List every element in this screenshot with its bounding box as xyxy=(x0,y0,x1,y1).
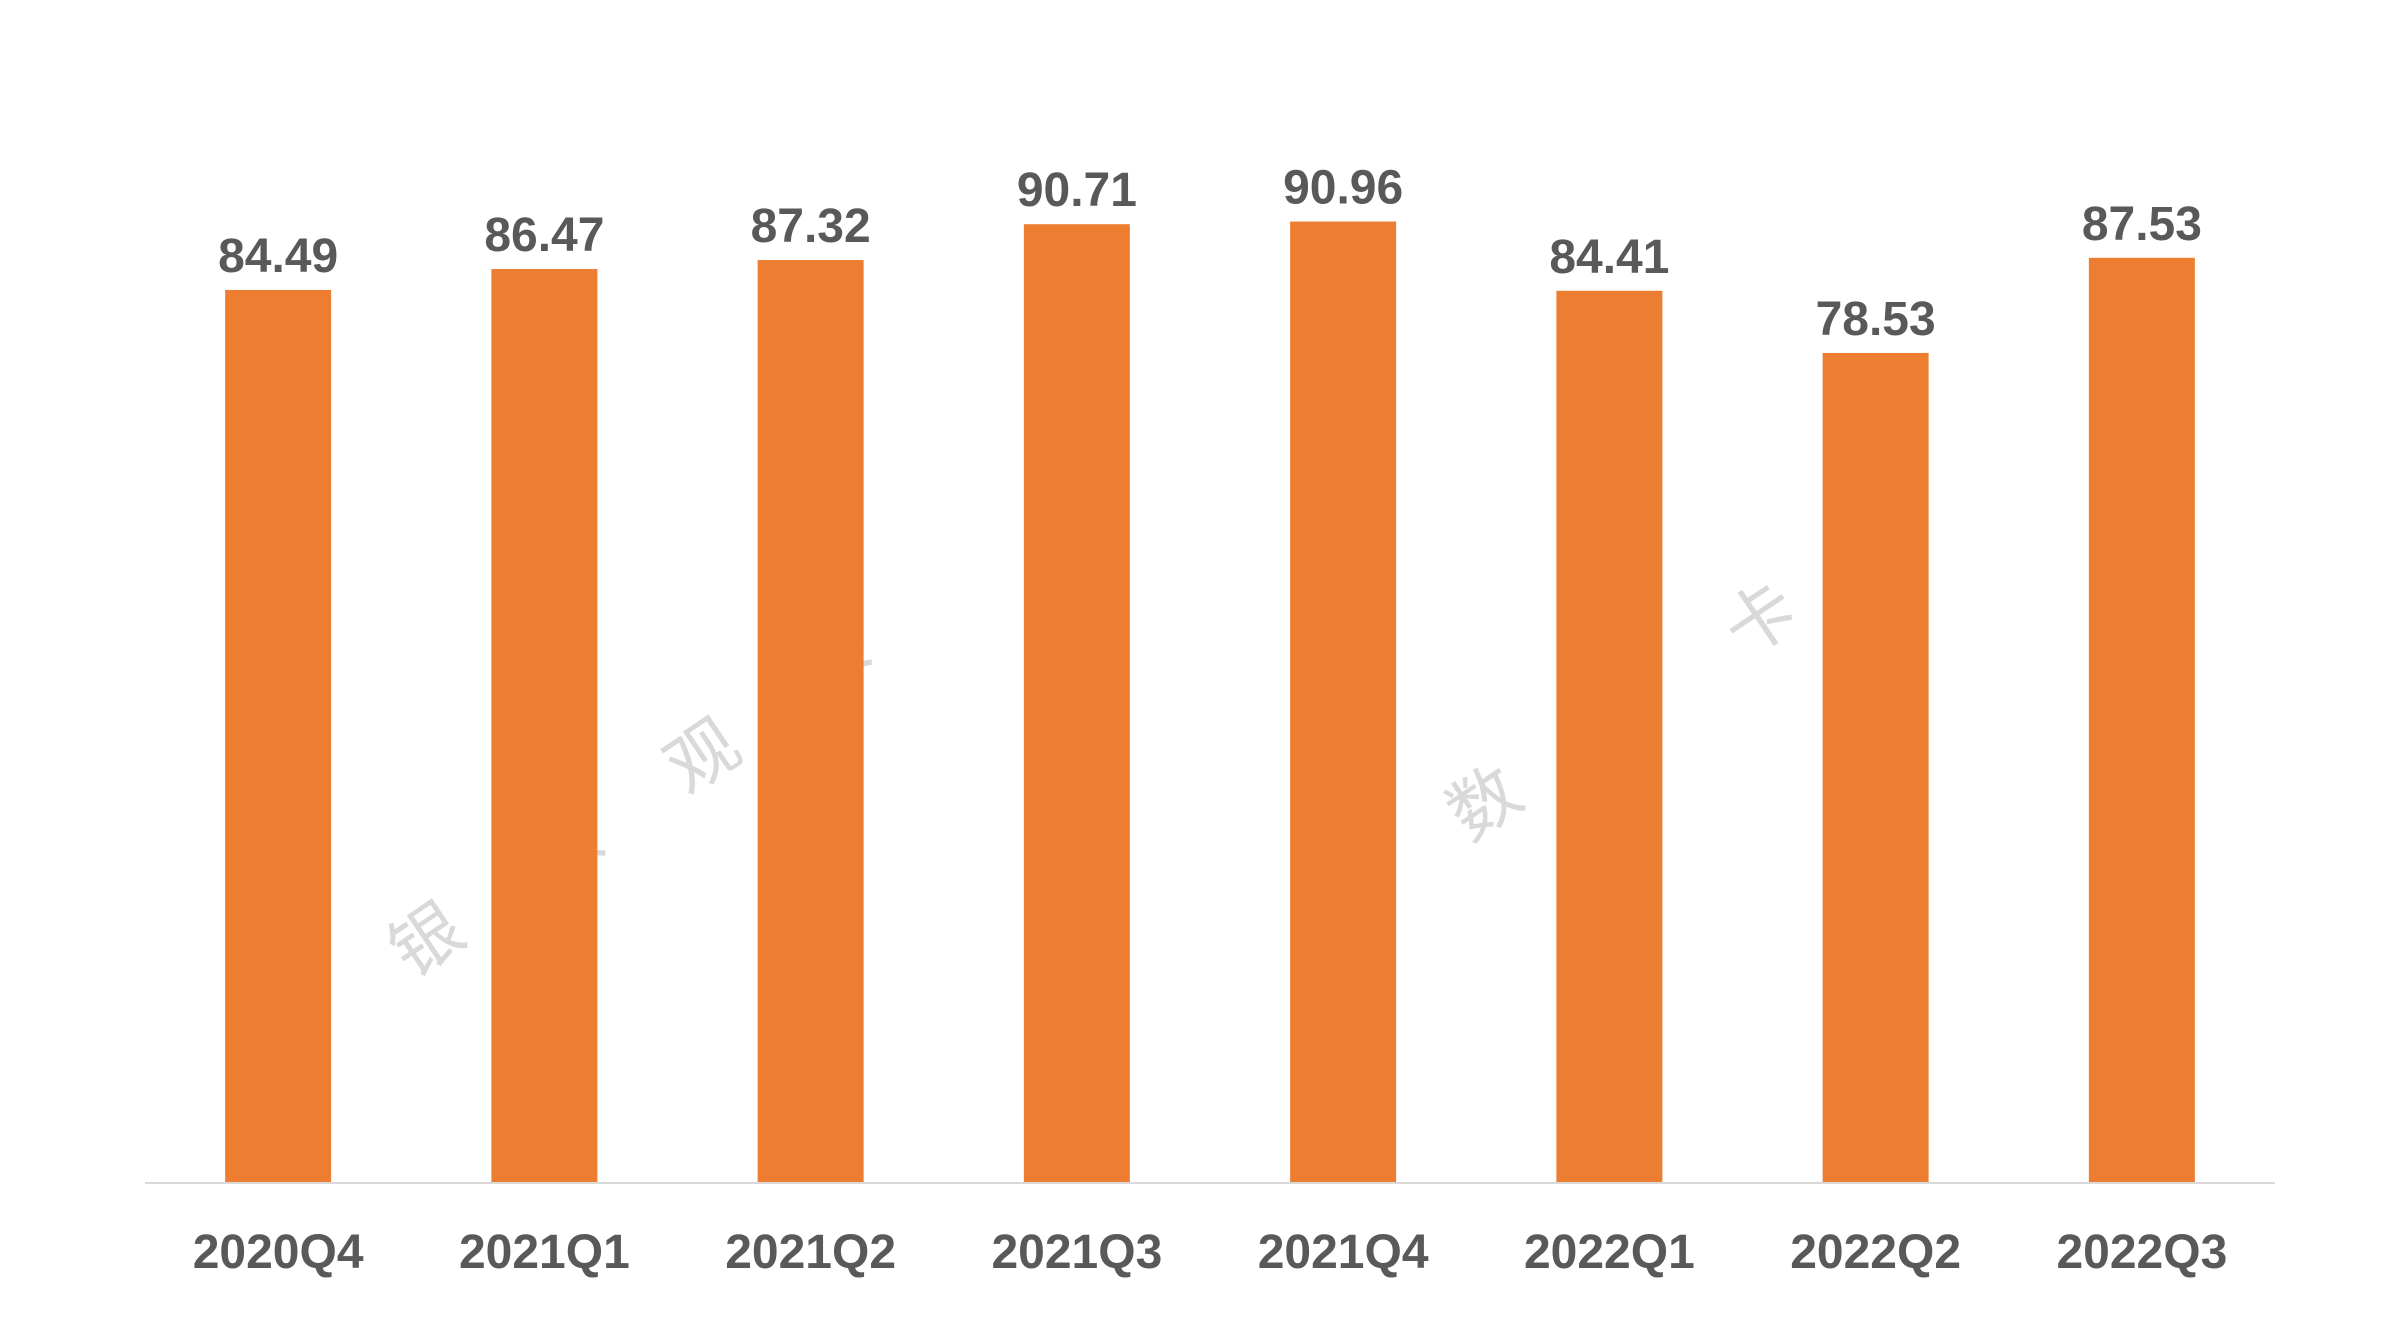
value-label-2022Q2: 78.53 xyxy=(1816,293,1936,346)
bar-2021Q4 xyxy=(1290,221,1397,1183)
x-tick-label: 2021Q3 xyxy=(991,1226,1162,1279)
bar-2022Q1 xyxy=(1556,290,1663,1184)
value-label-2021Q1: 86.47 xyxy=(484,209,604,262)
bar-2022Q3 xyxy=(2088,257,2195,1184)
x-tick-labels-layer: 2020Q4 2021Q1 2021Q2 2021Q3 2021Q4 2022Q1 2022… xyxy=(193,1226,2228,1279)
bar-2020Q4 xyxy=(225,289,332,1184)
bars-layer xyxy=(225,221,2195,1184)
bar-2022Q2 xyxy=(1822,352,1929,1184)
bar-2021Q3 xyxy=(1023,224,1130,1183)
x-tick-label: 2022Q3 xyxy=(2056,1226,2227,1279)
value-label-2020Q4: 84.49 xyxy=(218,230,338,283)
value-label-2021Q4: 90.96 xyxy=(1283,162,1403,215)
value-label-2022Q1: 84.41 xyxy=(1549,231,1669,284)
x-tick-label: 2022Q2 xyxy=(1790,1226,1961,1279)
x-tick-label: 2021Q2 xyxy=(725,1226,896,1279)
watermark-char: 银 xyxy=(375,887,479,994)
watermark-char: 数 xyxy=(1433,750,1537,857)
value-label-2021Q2: 87.32 xyxy=(751,200,871,253)
value-label-2022Q3: 87.53 xyxy=(2082,198,2202,251)
x-tick-label: 2021Q4 xyxy=(1258,1226,1429,1279)
x-tick-label: 2022Q1 xyxy=(1524,1226,1695,1279)
watermark-char: 观 xyxy=(651,703,755,810)
bar-2021Q2 xyxy=(757,260,864,1183)
watermark-char: 卡 xyxy=(1709,566,1813,673)
x-tick-label: 2020Q4 xyxy=(193,1226,364,1279)
value-labels-layer: 84.49 86.47 87.32 90.71 90.96 84.41 78.53 87.53 xyxy=(218,162,2202,346)
x-tick-label: 2021Q1 xyxy=(459,1226,630,1279)
bar-2021Q1 xyxy=(491,269,598,1183)
value-label-2021Q3: 90.71 xyxy=(1017,164,1137,217)
